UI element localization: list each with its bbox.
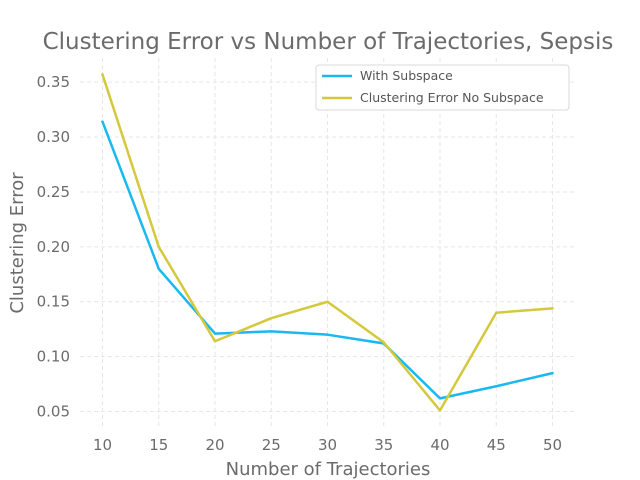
x-tick-label: 15	[149, 436, 168, 454]
x-axis-label: Number of Trajectories	[226, 459, 431, 480]
tick-labels: 10 15 20 25 30 35 40 45 50 0.05 0.10 0.15 0.20 0.25 0.…	[37, 73, 562, 454]
y-tick-label: 0.05	[37, 403, 70, 421]
data-point	[495, 311, 498, 314]
legend-label-with-subspace: With Subspace	[360, 68, 453, 83]
y-tick-label: 0.10	[37, 348, 70, 366]
x-tick-label: 20	[205, 436, 224, 454]
data-point	[157, 245, 160, 249]
y-tick-label: 0.30	[37, 128, 70, 146]
data-point	[101, 120, 104, 123]
data-point	[326, 300, 329, 303]
grid	[80, 58, 575, 428]
legend-box	[315, 64, 570, 111]
y-tick-label: 0.20	[37, 238, 70, 256]
x-tick-label: 10	[93, 436, 112, 454]
y-axis-label: Clustering Error	[7, 172, 28, 314]
y-tick-label: 0.15	[37, 293, 70, 311]
data-point	[101, 73, 104, 76]
series-lines	[101, 73, 554, 412]
data-point	[495, 385, 498, 388]
data-point	[213, 340, 217, 343]
data-point	[326, 333, 329, 336]
data-point	[270, 330, 273, 333]
data-point	[213, 332, 217, 335]
y-tick-label: 0.25	[37, 183, 70, 201]
x-tick-label: 25	[262, 436, 281, 454]
x-tick-label: 30	[318, 436, 337, 454]
x-tick-label: 50	[543, 436, 562, 454]
data-point	[551, 307, 554, 310]
y-tick-label: 0.35	[37, 73, 70, 91]
data-point	[382, 341, 385, 344]
chart-title: Clustering Error vs Number of Trajectori…	[43, 29, 614, 55]
data-point	[270, 317, 273, 320]
x-tick-label: 40	[430, 436, 449, 454]
data-point	[157, 267, 160, 271]
data-point	[551, 371, 554, 375]
data-point	[438, 397, 442, 400]
x-tick-label: 45	[487, 436, 506, 454]
x-tick-label: 35	[374, 436, 393, 454]
legend-label-no-subspace: Clustering Error No Subspace	[360, 90, 544, 105]
data-point	[438, 409, 442, 412]
legend: With Subspace Clustering Error No Subspa…	[315, 64, 570, 111]
